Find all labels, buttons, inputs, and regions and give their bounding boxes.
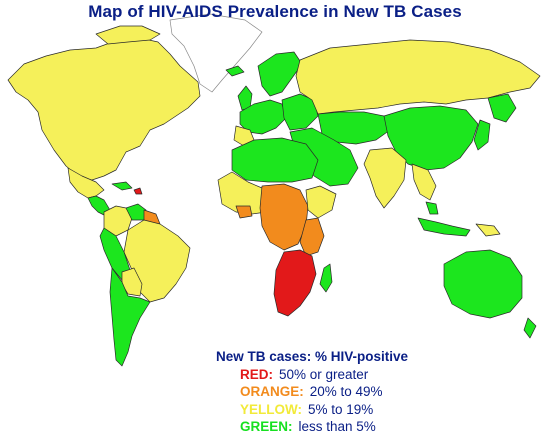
legend-row-red: RED: 50% or greater (216, 366, 408, 384)
region-southern-cone (109, 267, 151, 367)
region-north-america (7, 37, 201, 181)
region-eastern-europe (281, 93, 319, 131)
legend-label-orange: ORANGE: (240, 384, 304, 399)
region-greenland (169, 13, 263, 93)
region-east-africa (299, 217, 325, 257)
legend-range-yellow: 5% to 19% (308, 401, 374, 417)
region-scandinavia (257, 51, 303, 97)
legend-label-yellow: YELLOW: (240, 401, 302, 417)
region-madagascar (319, 263, 333, 293)
region-malaysia (425, 201, 439, 215)
region-southern-africa (273, 249, 317, 317)
region-russia (295, 39, 541, 115)
region-central-africa (259, 183, 309, 251)
region-far-east (487, 93, 517, 123)
region-uk (237, 85, 253, 111)
legend-title: New TB cases: % HIV-positive (216, 349, 409, 364)
region-north-africa (231, 137, 319, 183)
legend-row-green: GREEN: less than 5% (216, 418, 408, 432)
region-horn-africa (305, 185, 337, 219)
region-australia (443, 249, 523, 319)
legend-label-red: RED: (240, 366, 273, 382)
legend-row-yellow: YELLOW: 5% to 19% (216, 401, 408, 419)
region-new-zealand (523, 317, 537, 339)
legend-label-green: GREEN: (240, 419, 293, 432)
region-caribbean-1 (111, 181, 133, 191)
region-japan (473, 119, 491, 151)
legend: New TB cases: % HIV-positive RED: 50% or … (216, 348, 408, 432)
region-indochina (411, 163, 437, 201)
region-indonesia (417, 217, 471, 237)
legend-range-orange: 20% to 49% (309, 384, 383, 399)
region-ivory-coast (235, 205, 253, 219)
map-title: Map of HIV-AIDS Prevalence in New TB Cas… (88, 2, 462, 21)
legend-range-green: less than 5% (298, 419, 376, 432)
legend-row-orange: ORANGE: 20% to 49% (216, 383, 408, 401)
region-india (363, 147, 407, 209)
legend-range-red: 50% or greater (279, 366, 369, 382)
region-arctic-islands (95, 25, 161, 45)
region-iceland (225, 65, 245, 77)
region-png (475, 223, 501, 237)
region-caribbean-2 (133, 187, 143, 195)
